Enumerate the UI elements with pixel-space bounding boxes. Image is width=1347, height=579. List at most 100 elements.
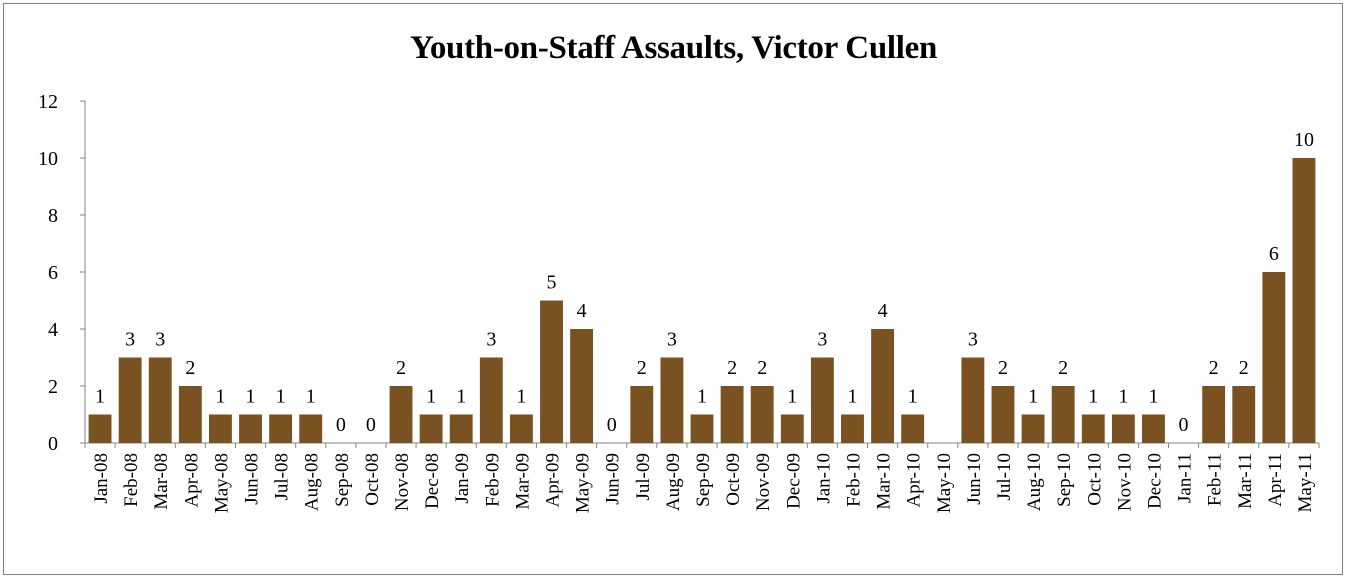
x-tick-label: Aug-09 <box>663 453 684 511</box>
x-tick-label: Feb-10 <box>843 453 864 507</box>
x-tick-label: Apr-11 <box>1265 453 1286 507</box>
data-label: 1 <box>215 386 225 408</box>
data-label: 6 <box>1269 243 1279 265</box>
bar <box>118 357 142 443</box>
x-tick-label: Nov-08 <box>392 453 413 511</box>
y-tick-label: 10 <box>38 148 58 170</box>
x-tick-label: Oct-10 <box>1084 453 1105 506</box>
bar <box>1232 386 1256 443</box>
x-tick-label: Dec-08 <box>422 453 443 509</box>
y-tick-label: 6 <box>48 262 58 284</box>
y-tick-label: 0 <box>48 433 58 455</box>
bar <box>570 329 594 443</box>
data-label: 0 <box>336 414 346 436</box>
x-tick-label: Apr-08 <box>181 453 202 508</box>
bar <box>540 300 563 443</box>
bar <box>780 414 804 443</box>
data-label: 1 <box>787 386 797 408</box>
data-label: 1 <box>1118 386 1128 408</box>
x-tick-label: Oct-09 <box>723 453 744 506</box>
data-label: 1 <box>276 386 286 408</box>
x-tick-label: Jun-08 <box>242 453 263 505</box>
x-tick-label: Mar-09 <box>512 453 533 510</box>
x-tick-label: May-10 <box>934 453 955 513</box>
x-tick-label: May-08 <box>211 453 232 513</box>
bar <box>479 357 503 443</box>
bar <box>1051 386 1075 443</box>
data-label: 1 <box>306 386 316 408</box>
x-tick-label: May-11 <box>1295 453 1316 512</box>
x-tick-label: Apr-10 <box>904 453 925 508</box>
bar <box>991 386 1015 443</box>
bar <box>239 414 262 443</box>
data-label: 1 <box>1088 386 1098 408</box>
x-tick-label: Feb-08 <box>121 453 142 507</box>
bar <box>750 386 774 443</box>
x-tick-label: Mar-08 <box>151 453 172 510</box>
x-tick-label: Jan-09 <box>452 453 473 504</box>
data-label: 1 <box>697 386 707 408</box>
data-label: 4 <box>577 300 587 322</box>
x-tick-label: Sep-08 <box>332 453 353 507</box>
x-tick-label: Mar-10 <box>874 453 895 510</box>
data-label: 2 <box>1239 357 1249 379</box>
x-tick-label: Jul-09 <box>633 453 654 501</box>
data-label: 5 <box>547 272 557 294</box>
x-tick-label: Jan-10 <box>813 453 834 504</box>
x-tick-label: Aug-10 <box>1024 453 1045 511</box>
bar <box>961 357 985 443</box>
x-tick-label: Jul-10 <box>994 453 1015 501</box>
bar <box>841 414 864 443</box>
data-label: 2 <box>637 357 647 379</box>
x-tick-label: Dec-09 <box>783 453 804 509</box>
x-tick-label: Feb-09 <box>482 453 503 507</box>
x-tick-label: Nov-10 <box>1114 453 1135 511</box>
x-tick-label: Sep-09 <box>693 453 714 507</box>
x-tick-label: Mar-11 <box>1235 453 1256 509</box>
data-label: 3 <box>486 329 496 351</box>
bar <box>389 386 413 443</box>
bar <box>690 414 714 443</box>
x-tick-label: Oct-08 <box>362 453 383 506</box>
data-label: 0 <box>1179 414 1189 436</box>
bar <box>148 357 172 443</box>
x-tick-label: Jan-08 <box>91 453 112 504</box>
x-tick-label: Jan-11 <box>1175 453 1196 503</box>
bar <box>1202 386 1226 443</box>
data-label: 1 <box>1148 386 1158 408</box>
data-label: 1 <box>516 386 526 408</box>
bar <box>178 386 202 443</box>
y-tick-label: 2 <box>48 376 58 398</box>
x-tick-label: Nov-09 <box>753 453 774 511</box>
x-tick-label: Sep-10 <box>1054 453 1075 507</box>
data-label: 2 <box>396 357 406 379</box>
data-label: 1 <box>847 386 857 408</box>
bar <box>1021 414 1045 443</box>
x-tick-label: Jun-10 <box>964 453 985 505</box>
y-tick-label: 12 <box>38 91 58 113</box>
y-tick-label: 4 <box>48 319 58 341</box>
data-label: 1 <box>246 386 256 408</box>
data-label: 0 <box>607 414 617 436</box>
data-label: 2 <box>998 357 1008 379</box>
data-label: 3 <box>667 329 677 351</box>
data-label: 1 <box>908 386 918 408</box>
y-tick-label: 8 <box>48 205 58 227</box>
x-tick-label: Apr-09 <box>543 453 564 508</box>
data-label: 1 <box>426 386 436 408</box>
data-label: 1 <box>95 386 105 408</box>
x-tick-label: Aug-08 <box>302 453 323 511</box>
data-label: 2 <box>185 357 195 379</box>
bar <box>1262 272 1286 443</box>
bar <box>1081 414 1105 443</box>
bar <box>1292 158 1316 443</box>
data-label: 3 <box>155 329 165 351</box>
bar <box>660 357 684 443</box>
bar <box>299 414 323 443</box>
data-label: 4 <box>878 300 888 322</box>
data-label: 2 <box>1058 357 1068 379</box>
bar <box>810 357 834 443</box>
data-label: 3 <box>968 329 978 351</box>
data-label: 1 <box>1028 386 1038 408</box>
